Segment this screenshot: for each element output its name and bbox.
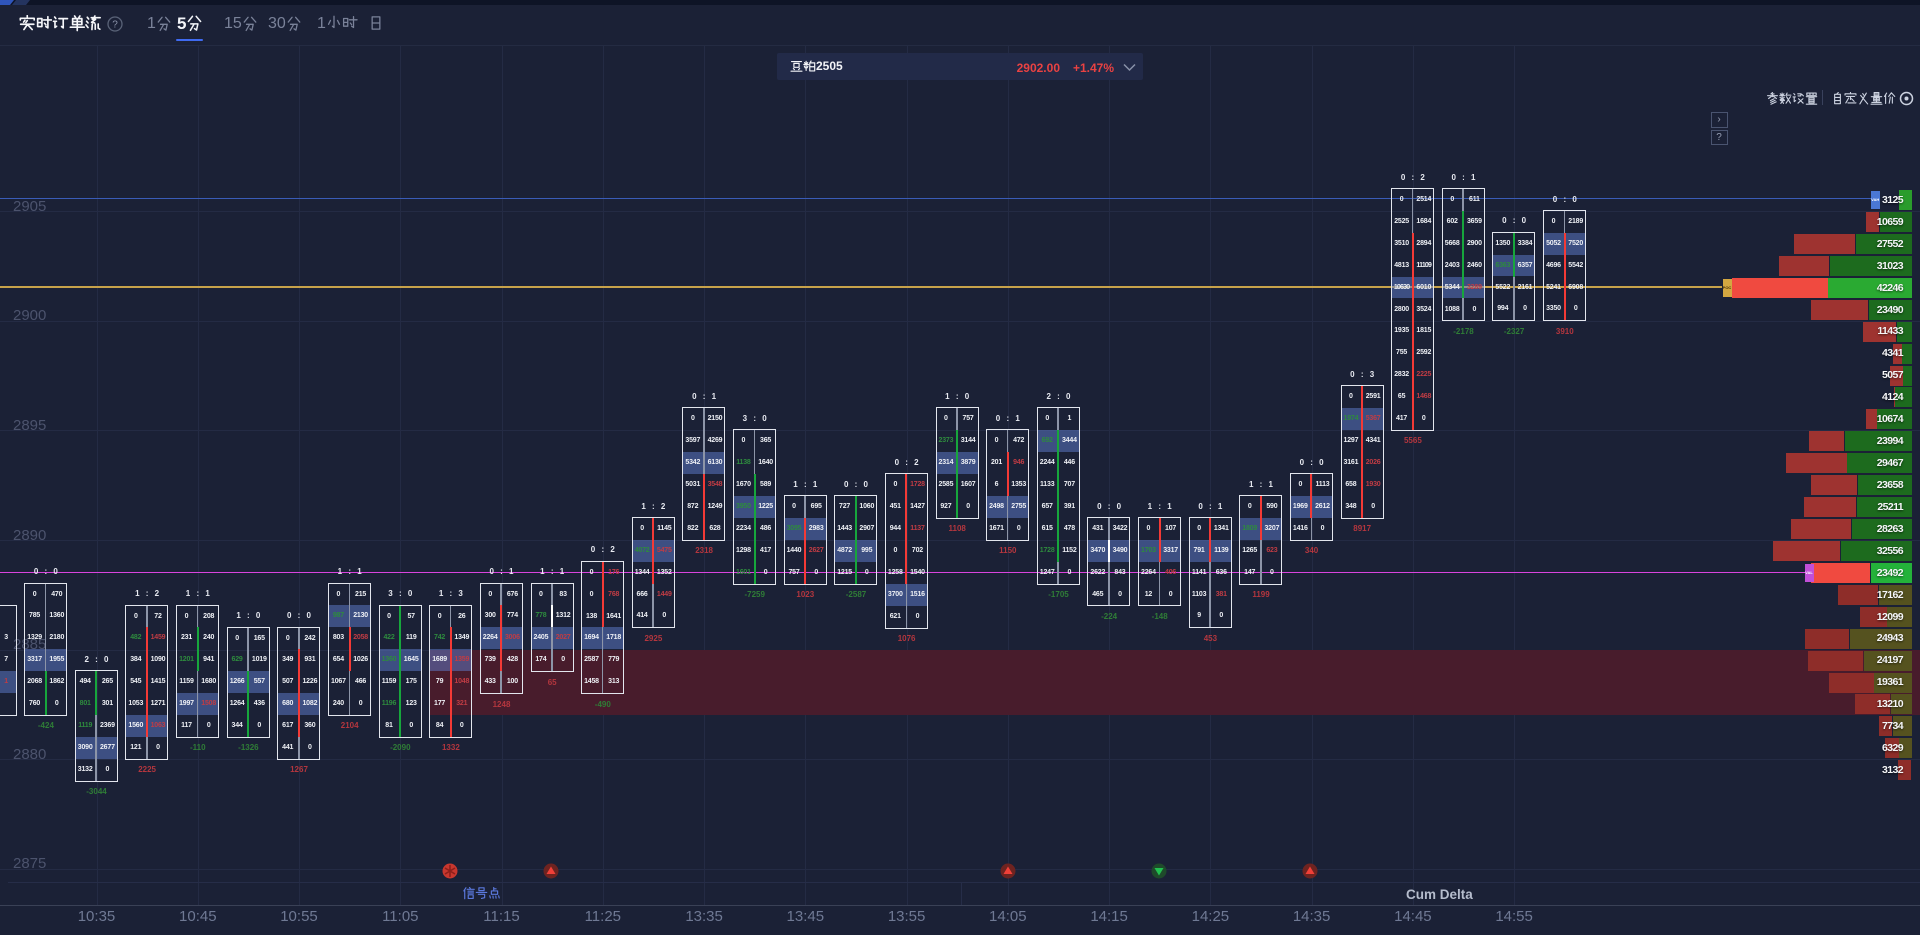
svg-text:?: ? <box>112 20 118 31</box>
